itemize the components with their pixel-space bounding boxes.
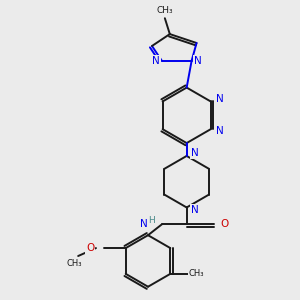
Text: N: N <box>191 148 199 158</box>
Text: CH₃: CH₃ <box>188 269 204 278</box>
Text: N: N <box>216 126 224 136</box>
Text: CH₃: CH₃ <box>66 260 82 268</box>
Text: N: N <box>152 56 160 66</box>
Text: N: N <box>194 56 201 66</box>
Text: N: N <box>216 94 224 104</box>
Text: H: H <box>148 216 155 225</box>
Text: N: N <box>191 206 199 215</box>
Text: CH₃: CH₃ <box>157 6 173 15</box>
Text: O: O <box>220 219 228 229</box>
Text: N: N <box>140 219 148 229</box>
Text: O: O <box>86 243 94 253</box>
